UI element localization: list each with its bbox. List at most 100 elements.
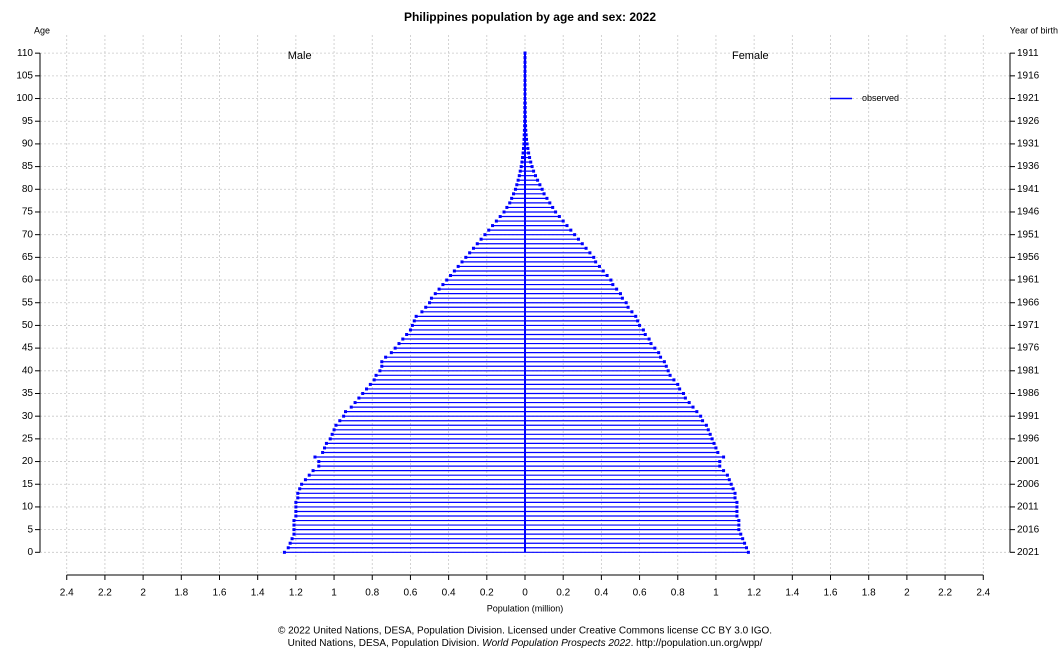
bar-end [643, 332, 647, 336]
y2-tick-label: 1991 [1017, 411, 1040, 422]
y2-tick-label: 1926 [1017, 116, 1040, 127]
bar-end [292, 523, 296, 527]
y2-tick-label: 2001 [1017, 456, 1040, 467]
bar-end [505, 205, 509, 209]
bar-end [523, 51, 527, 55]
y-axis-label: Age [34, 25, 50, 35]
bar-end [672, 378, 676, 382]
bar-end [523, 56, 527, 60]
bar-end [580, 242, 584, 246]
y-tick-label: 15 [22, 479, 34, 490]
bar-end [498, 215, 502, 219]
footer-line: United Nations, DESA, Population Divisio… [288, 638, 763, 648]
bar-end [522, 142, 526, 146]
bar-end [540, 187, 544, 191]
bar-end [716, 450, 720, 454]
bar-end [681, 391, 685, 395]
bar-end [342, 414, 346, 418]
bar-end [624, 301, 628, 305]
bar-end [515, 183, 519, 187]
bar-end [523, 83, 527, 87]
chart-title: Philippines population by age and sex: 2… [404, 10, 656, 24]
x-tick-label: 2.2 [98, 588, 112, 599]
bar-end [286, 546, 290, 550]
bar-end [524, 128, 528, 132]
y-tick-label: 30 [22, 411, 34, 422]
bar-end [384, 355, 388, 359]
y-tick-label: 20 [22, 456, 34, 467]
bar-end [523, 115, 527, 119]
bar-end [479, 237, 483, 241]
bar-end [523, 87, 527, 91]
bar-end [420, 310, 424, 314]
bar-end [491, 224, 495, 228]
bar-end [508, 201, 512, 205]
bar-end [328, 437, 332, 441]
bar-end [523, 78, 527, 82]
x-tick-label: 1.8 [174, 588, 188, 599]
bar-end [296, 496, 300, 500]
bar-end [445, 278, 449, 282]
bar-end [601, 269, 605, 273]
bar-end [519, 165, 523, 169]
y2-tick-label: 1951 [1017, 229, 1040, 240]
footer-part: World Population Prospects 2022 [482, 638, 631, 648]
y2-tick-label: 1996 [1017, 434, 1040, 445]
bar-end [380, 360, 384, 364]
x-tick-label: 0.8 [365, 588, 379, 599]
y2-tick-label: 1916 [1017, 70, 1040, 81]
x-tick-label: 0.6 [633, 588, 647, 599]
bar-end [706, 428, 710, 432]
bar-end [523, 65, 527, 69]
y2-tick-label: 2006 [1017, 479, 1040, 490]
bar-end [433, 292, 437, 296]
x-tick-label: 1.2 [747, 588, 761, 599]
bar-end [512, 192, 516, 196]
bar-end [746, 550, 750, 554]
y2-tick-label: 1981 [1017, 365, 1040, 376]
bar-end [630, 310, 634, 314]
bar-end [609, 278, 613, 282]
bar-end [524, 133, 528, 137]
bar-end [290, 537, 294, 541]
bar-end [735, 505, 739, 509]
bar-end [361, 391, 365, 395]
bar-end [594, 260, 598, 264]
bar-end [522, 137, 526, 141]
y-tick-label: 110 [17, 48, 33, 59]
bar-end [307, 473, 311, 477]
y-tick-label: 55 [22, 297, 34, 308]
x-tick-label: 2.4 [60, 588, 74, 599]
bar-end [516, 178, 520, 182]
bar-end [424, 305, 428, 309]
bar-end [311, 469, 315, 473]
bar-end [532, 169, 536, 173]
bar-end [588, 251, 592, 255]
bar-end [521, 146, 525, 150]
bar-end [573, 233, 577, 237]
bar-end [676, 382, 680, 386]
y2-tick-label: 1911 [1017, 48, 1039, 59]
y-tick-label: 40 [22, 365, 34, 376]
bar-end [523, 110, 527, 114]
bar-end [666, 369, 670, 373]
bar-end [494, 219, 498, 223]
bar-end [393, 346, 397, 350]
y2-tick-label: 1961 [1017, 275, 1040, 286]
bar-end [708, 432, 712, 436]
y2-tick-label: 2016 [1017, 524, 1040, 535]
bar-end [338, 419, 342, 423]
bar-end [733, 496, 737, 500]
bar-end [695, 410, 699, 414]
x-tick-label: 2.2 [938, 588, 952, 599]
x-tick-label: 1.4 [785, 588, 799, 599]
bar-end [523, 60, 527, 64]
bar-end [592, 255, 596, 259]
y-tick-label: 105 [16, 70, 33, 81]
y-tick-label: 80 [22, 184, 34, 195]
bar-end [530, 165, 534, 169]
bar-end [611, 283, 615, 287]
y2-tick-label: 1946 [1017, 207, 1040, 218]
footer-line: © 2022 United Nations, DESA, Population … [278, 626, 772, 637]
bar-end [321, 450, 325, 454]
